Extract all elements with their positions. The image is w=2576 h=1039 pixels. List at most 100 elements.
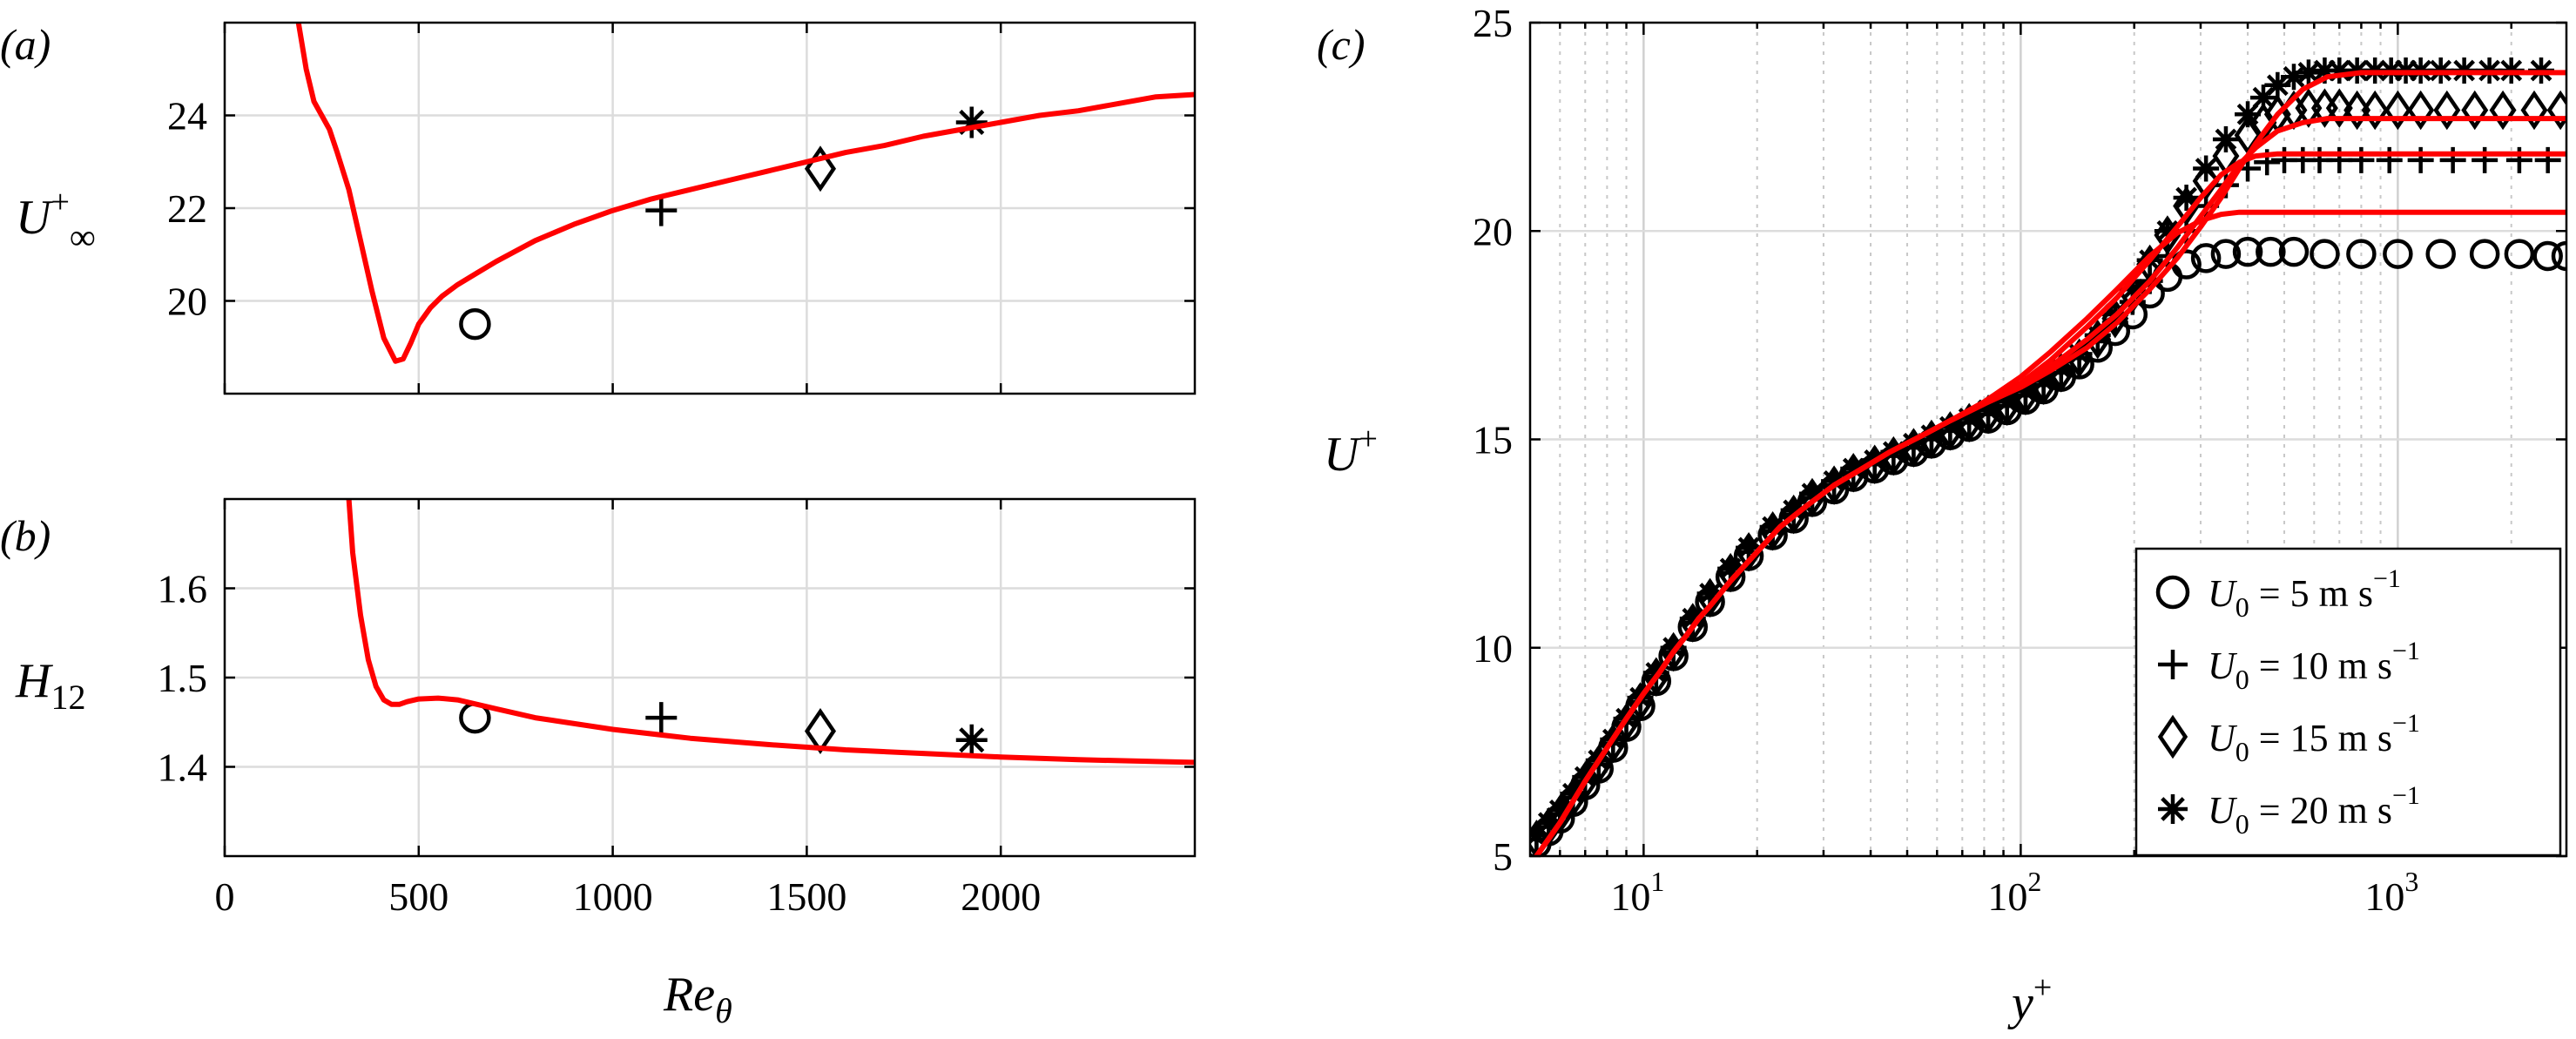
data-point-diamond (2546, 90, 2566, 131)
data-point-circle (2210, 239, 2242, 269)
x-tick-label: 102 (1987, 866, 2041, 919)
y-tick-label: 22 (167, 186, 207, 231)
data-point-asterisk (2154, 218, 2181, 245)
series-plus (645, 194, 678, 226)
plot-area (346, 499, 1195, 766)
y-tick-label: 20 (1473, 209, 1513, 253)
data-point-asterisk (2119, 276, 2146, 303)
grid (225, 499, 1195, 856)
y-tick-label: 10 (1473, 626, 1513, 671)
legend-marker-asterisk (2158, 794, 2188, 824)
x-tick-label: 103 (2364, 866, 2418, 919)
data-point-circle (2256, 236, 2286, 267)
legend-marker-diamond (2157, 714, 2188, 759)
y-tick-label: 15 (1473, 418, 1513, 462)
legend-entry-label: U0 = 10 m s−1 (2208, 637, 2420, 695)
legend-entry-label: U0 = 15 m s−1 (2208, 709, 2420, 767)
data-point-plus (645, 194, 678, 226)
data-point-asterisk (1530, 822, 1550, 849)
series-plus (645, 702, 678, 734)
grid (225, 23, 1195, 394)
data-point-asterisk (2084, 321, 2111, 348)
series-asterisk (955, 106, 988, 138)
y-axis-label: U+∞ (16, 184, 96, 258)
data-point-diamond (2361, 90, 2389, 131)
data-point-asterisk (1840, 455, 1867, 482)
data-point-plus (2471, 146, 2498, 173)
y-tick-label: 25 (1473, 1, 1513, 45)
x-tick-label: 1500 (766, 874, 846, 919)
data-point-asterisk (1937, 414, 1964, 441)
data-point-diamond (2384, 90, 2411, 131)
data-point-circle (2532, 240, 2563, 272)
data-point-plus (2505, 146, 2532, 173)
data-point-asterisk (1535, 809, 1562, 836)
data-point-plus (2439, 146, 2466, 173)
data-point-plus (2407, 146, 2434, 173)
data-point-asterisk (1780, 496, 1807, 523)
data-point-asterisk (1736, 534, 1763, 561)
data-point-circle (2190, 243, 2222, 273)
x-tick-label: 2000 (961, 874, 1041, 919)
data-point-circle (2425, 239, 2456, 269)
series-asterisk (955, 724, 988, 756)
data-point-plus (2534, 146, 2561, 173)
data-point-asterisk (2264, 71, 2291, 98)
data-point-asterisk (1560, 780, 1587, 807)
data-point-circle (2346, 239, 2377, 269)
data-point-asterisk (1717, 555, 1744, 582)
data-point-asterisk (955, 724, 988, 756)
data-point-circle (2504, 239, 2535, 269)
panel-label: (a) (0, 20, 51, 69)
data-point-asterisk (2249, 84, 2276, 111)
data-point-asterisk (2280, 64, 2307, 91)
legend-entry-label: U0 = 5 m s−1 (2208, 564, 2401, 623)
data-point-diamond (2433, 90, 2461, 131)
data-point-asterisk (1679, 605, 1706, 632)
x-tick-label: 1000 (573, 874, 653, 919)
legend-entry-label: U0 = 20 m s−1 (2208, 781, 2420, 840)
panel-label: (c) (1317, 20, 1366, 69)
data-point-asterisk (2173, 184, 2200, 211)
data-point-asterisk (1821, 468, 1848, 495)
y-tick-label: 5 (1493, 834, 1513, 879)
data-point-circle (2469, 239, 2500, 269)
data-point-diamond (2461, 90, 2489, 131)
data-point-asterisk (2295, 59, 2322, 86)
x-axis-label: y+ (2007, 969, 2052, 1030)
data-point-asterisk (1956, 405, 1983, 432)
data-point-asterisk (2012, 378, 2039, 405)
data-point-plus (2348, 146, 2375, 173)
data-point-asterisk (1696, 580, 1723, 607)
data-point-asterisk (1759, 513, 1786, 540)
data-point-diamond (2173, 186, 2201, 226)
data-point-asterisk (1798, 480, 1825, 507)
data-point-circle (2383, 239, 2413, 269)
data-point-asterisk (2047, 355, 2074, 382)
data-point-diamond (2325, 88, 2353, 128)
data-point-circle (2551, 240, 2566, 272)
y-tick-label: 1.5 (158, 656, 208, 700)
x-tick-label: 0 (215, 874, 235, 919)
legend-marker-circle (2155, 575, 2190, 610)
y-axis-label: H12 (15, 654, 85, 717)
x-axis-label: Reθ (663, 968, 732, 1030)
plot-area (1530, 57, 2566, 856)
data-point-asterisk (955, 106, 988, 138)
panel-a: 20 22 24 (a) U+∞ (0, 20, 1197, 395)
series-line (1534, 70, 2566, 856)
data-point-asterisk (1918, 422, 1945, 449)
plot-area (295, 23, 1195, 364)
y-tick-label: 20 (167, 280, 207, 324)
data-point-diamond (2489, 90, 2517, 131)
data-point-plus (645, 702, 678, 734)
y-tick-label: 1.6 (158, 567, 208, 611)
y-tick-label: 1.4 (158, 746, 208, 790)
data-point-diamond (2520, 90, 2548, 131)
y-axis-label: U+ (1324, 421, 1378, 482)
data-point-circle (2232, 236, 2263, 267)
data-point-diamond (2407, 90, 2435, 131)
data-point-diamond (804, 707, 837, 755)
